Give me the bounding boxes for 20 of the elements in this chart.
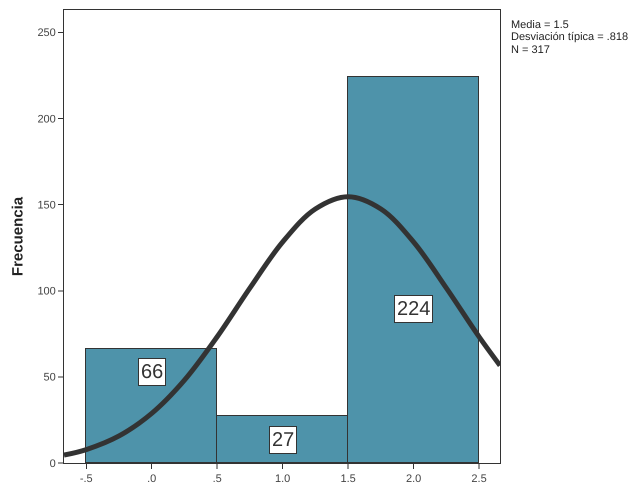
data-label: 66 — [141, 361, 164, 383]
y-tick-label: 0 — [50, 458, 56, 470]
y-tick-label: 150 — [37, 199, 56, 212]
y-tick-label: 200 — [37, 113, 56, 126]
y-tick-label: 250 — [37, 27, 56, 40]
y-axis-title: Frecuencia — [10, 196, 27, 276]
text: N = 317 — [511, 44, 550, 56]
x-tick-label: .0 — [147, 473, 156, 486]
x-tick-label: 2.0 — [406, 473, 422, 486]
x-tick-label: 1.5 — [340, 473, 356, 486]
data-label: 224 — [397, 298, 430, 320]
data-label: 27 — [272, 429, 294, 451]
text: Media = 1.5 — [511, 19, 569, 31]
x-tick-label: 1.0 — [275, 473, 290, 486]
y-tick-label: 50 — [44, 372, 56, 384]
x-tick-label: 2.5 — [471, 473, 487, 486]
y-tick-label: 100 — [37, 286, 56, 298]
x-tick-label: .5 — [212, 473, 222, 486]
text: Desviación típica = .818 — [511, 31, 628, 43]
x-tick-label: -.5 — [80, 473, 93, 486]
